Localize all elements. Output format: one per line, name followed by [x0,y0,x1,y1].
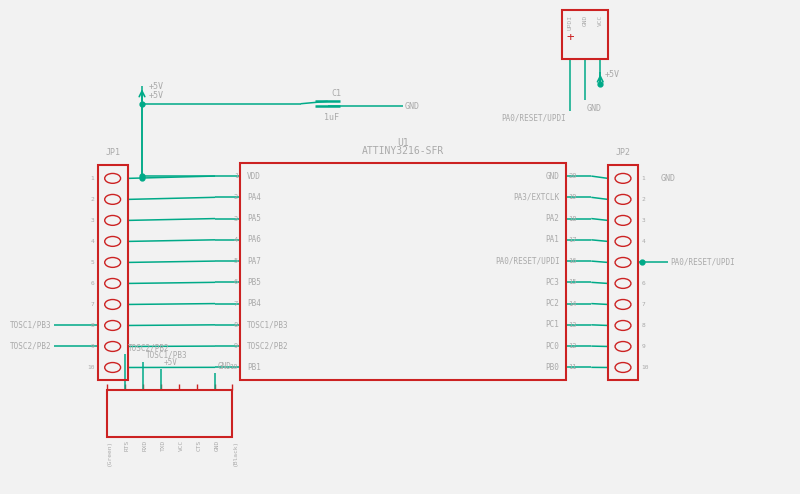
Text: 6: 6 [90,281,94,286]
Text: 9: 9 [234,343,238,349]
Text: GND: GND [582,15,587,26]
Text: GND: GND [586,104,602,113]
Text: C1: C1 [332,89,342,98]
Text: PB0: PB0 [546,363,559,372]
Text: 15: 15 [568,279,577,286]
Text: PB4: PB4 [246,299,261,308]
Text: 4: 4 [90,239,94,244]
Text: 2: 2 [90,197,94,202]
Text: GND: GND [546,171,559,181]
Text: PA3/EXTCLK: PA3/EXTCLK [514,193,559,202]
Text: 12: 12 [568,343,577,349]
Text: TOSC2/PB2: TOSC2/PB2 [246,341,289,351]
Text: 10: 10 [230,365,238,370]
Bar [241,163,566,380]
Text: 3: 3 [90,218,94,223]
Text: VCC: VCC [598,15,602,26]
Text: +5V: +5V [148,82,163,91]
Text: PB5: PB5 [246,278,261,287]
Bar [608,165,638,380]
Text: PC1: PC1 [546,320,559,329]
Text: U1: U1 [398,138,409,148]
Text: PB1: PB1 [246,363,261,372]
Text: UPDI: UPDI [567,15,572,30]
Text: (Green): (Green) [107,440,112,466]
Text: TOSC2/PB2: TOSC2/PB2 [128,343,170,352]
Text: PA2: PA2 [546,214,559,223]
Text: 10: 10 [87,365,94,370]
Text: TOSC1/PB3: TOSC1/PB3 [146,351,188,360]
Text: JP2: JP2 [615,148,630,157]
Text: TOSC1/PB3: TOSC1/PB3 [246,320,289,329]
Text: 16: 16 [568,258,577,264]
Text: +5V: +5V [605,70,620,79]
Text: (Black): (Black) [233,440,238,466]
Text: JP1: JP1 [105,148,120,157]
Text: GND: GND [660,174,675,183]
Text: CTS: CTS [197,440,202,451]
Text: 7: 7 [234,300,238,307]
Text: PC2: PC2 [546,299,559,308]
Text: VDD: VDD [246,171,261,181]
Text: 1: 1 [642,176,645,181]
Text: PC0: PC0 [546,341,559,351]
Text: 18: 18 [568,215,577,222]
Text: 3: 3 [642,218,645,223]
Text: PA6: PA6 [246,235,261,245]
Text: 8: 8 [642,323,645,328]
Text: +: + [566,31,574,43]
Text: 8: 8 [234,322,238,328]
Text: 9: 9 [642,344,645,349]
Text: 1uF: 1uF [324,113,339,122]
Text: 6: 6 [234,279,238,286]
Text: PA0/RESET/UPDI: PA0/RESET/UPDI [494,256,559,266]
Text: TOSC2/PB2: TOSC2/PB2 [10,342,51,351]
Text: 9: 9 [90,344,94,349]
Text: 5: 5 [234,258,238,264]
Text: PA5: PA5 [246,214,261,223]
Text: PA7: PA7 [246,256,261,266]
Text: 2: 2 [234,194,238,200]
Text: 13: 13 [568,322,577,328]
Text: 1: 1 [234,173,238,179]
Text: VCC: VCC [178,440,184,451]
Text: RTS: RTS [125,440,130,451]
Text: RXD: RXD [143,440,148,451]
Text: GND: GND [218,362,232,371]
Text: 5: 5 [90,260,94,265]
Text: 1: 1 [90,176,94,181]
Text: 11: 11 [568,365,577,370]
Text: TOSC1/PB3: TOSC1/PB3 [10,321,51,330]
Text: GND: GND [214,440,219,451]
Bar [107,390,233,437]
Text: +5V: +5V [164,358,178,367]
Text: TXD: TXD [161,440,166,451]
Text: 14: 14 [568,300,577,307]
Text: GND: GND [405,102,420,111]
Text: 8: 8 [90,323,94,328]
Text: ATTINY3216-SFR: ATTINY3216-SFR [362,146,444,156]
Text: PA4: PA4 [246,193,261,202]
Text: 5: 5 [642,260,645,265]
Bar [562,10,608,59]
Text: 6: 6 [642,281,645,286]
Text: 4: 4 [234,237,238,243]
Bar [98,165,128,380]
Text: PA0/RESET/UPDI: PA0/RESET/UPDI [670,258,734,267]
Text: 2: 2 [642,197,645,202]
Text: PC3: PC3 [546,278,559,287]
Text: 7: 7 [642,302,645,307]
Text: PA0/RESET/UPDI: PA0/RESET/UPDI [501,113,566,122]
Text: 20: 20 [568,173,577,179]
Text: 10: 10 [642,365,649,370]
Text: 17: 17 [568,237,577,243]
Text: PA1: PA1 [546,235,559,245]
Text: 3: 3 [234,215,238,222]
Text: 4: 4 [642,239,645,244]
Text: +5V: +5V [148,91,163,100]
Text: 19: 19 [568,194,577,200]
Text: 7: 7 [90,302,94,307]
